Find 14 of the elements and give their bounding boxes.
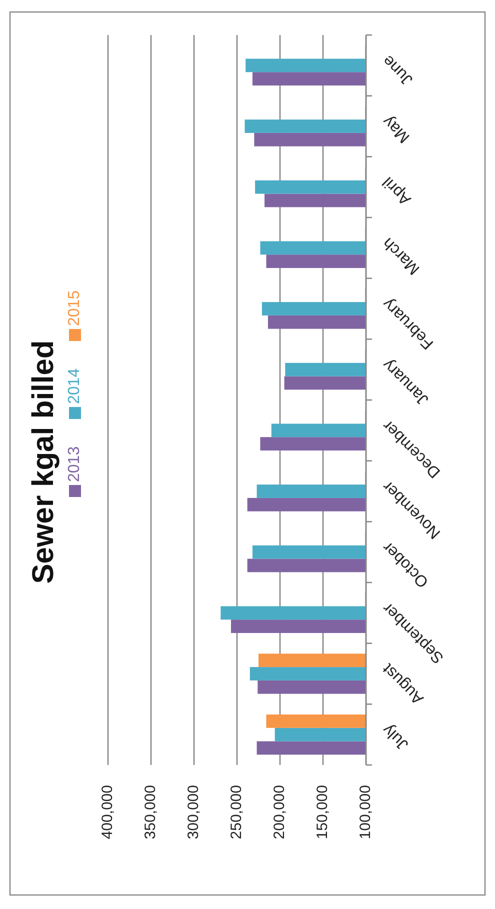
text: 2015	[66, 290, 84, 326]
x-tick-label: 200,000	[270, 785, 288, 840]
x-tick-label: 250,000	[228, 785, 245, 840]
x-tick-label: 150,000	[314, 785, 331, 840]
x-tick-label: 100,000	[356, 785, 374, 840]
y-tick-label: July	[380, 720, 412, 753]
y-tick-label: May	[380, 112, 414, 146]
y-tick-label: April	[380, 173, 414, 208]
x-tick-label: 350,000	[142, 785, 159, 840]
text: 2013	[66, 446, 84, 482]
x-tick-label: 300,000	[184, 785, 202, 840]
text: 2014	[66, 368, 84, 404]
x-tick-label: 400,000	[98, 785, 116, 840]
text: Sewer kgal billed	[26, 340, 60, 584]
